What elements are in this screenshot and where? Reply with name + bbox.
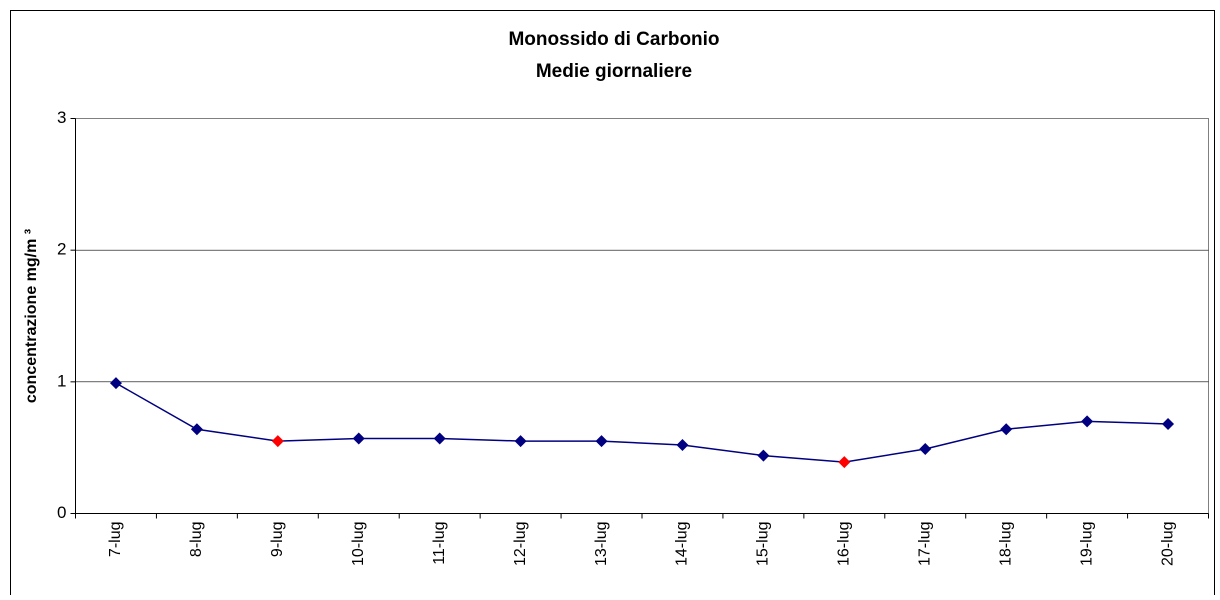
data-point [1162,417,1175,430]
data-point [757,449,770,462]
y-axis-label: concentrazione mg/m ³ [23,229,40,403]
x-tick-label: 12-lug [512,522,529,566]
x-tick-label: 15-lug [755,522,772,566]
x-tick-label: 9-lug [269,522,286,558]
data-point [190,423,203,436]
plot-area [75,118,1209,514]
data-point [271,435,284,448]
y-tick-label: 0 [57,503,66,522]
data-point [433,432,446,445]
data-point [1000,423,1013,436]
chart-title: Monossido di Carbonio [508,29,719,50]
data-point [676,439,689,452]
x-tick-label: 7-lug [107,522,124,558]
data-point [919,442,932,455]
data-point [838,456,851,469]
x-tick-label: 17-lug [916,522,933,566]
data-point [352,432,365,445]
x-tick-label: 14-lug [674,522,691,566]
y-tick-label: 1 [57,371,66,390]
x-tick-label: 13-lug [593,522,610,566]
x-tick-label: 20-lug [1159,522,1176,566]
series-line [115,382,1169,463]
data-point [514,435,527,448]
y-tick-label: 3 [57,108,66,127]
data-point [109,377,122,390]
y-tick-label: 2 [57,240,66,259]
data-point [595,435,608,448]
x-tick-label: 16-lug [836,522,853,566]
x-tick-label: 8-lug [188,522,205,558]
x-tick-label: 19-lug [1078,522,1095,566]
x-tick-label: 11-lug [431,522,448,565]
chart-subtitle: Medie giornaliere [536,61,692,82]
data-point [1081,415,1094,428]
x-tick-label: 18-lug [997,522,1014,566]
x-tick-label: 10-lug [350,522,367,566]
